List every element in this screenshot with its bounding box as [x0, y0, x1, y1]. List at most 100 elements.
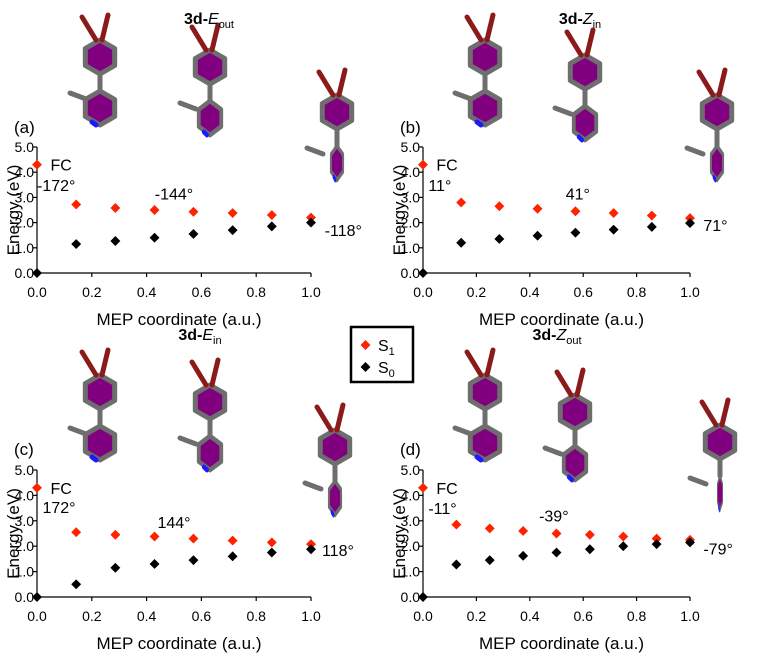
bromine-bond [79, 349, 99, 378]
panel-label: (d) [400, 440, 421, 459]
x-tick-label: 0.6 [573, 284, 593, 300]
y-tick-label: 0.0 [15, 589, 35, 605]
title-prefix: 3d- [532, 327, 556, 344]
nitrogen-atom [576, 134, 584, 143]
x-tick-label: 0.8 [627, 284, 647, 300]
pyridine-ring-body [561, 443, 589, 483]
y-tick-label: 1.0 [401, 240, 421, 256]
molecule-model-2 [177, 357, 228, 473]
x-axis-label: MEP coordinate (a.u.) [479, 634, 644, 653]
phenyl-ring [317, 427, 353, 467]
x-axis-label: MEP coordinate (a.u.) [479, 310, 644, 329]
bromine-bond [464, 14, 484, 43]
x-tick-label: 0.0 [413, 608, 433, 624]
data-point-s1 [188, 533, 199, 544]
bromine-bond [484, 347, 496, 378]
title-main: Z [582, 11, 594, 28]
chart-title: 3d-Zin [559, 11, 601, 31]
data-point-s1 [266, 537, 277, 548]
data-point-s0 [456, 237, 467, 248]
data-point-s0 [266, 547, 277, 558]
pyridine-ring [709, 143, 725, 183]
methyl-bond [452, 90, 474, 102]
y-tick-label: 2.0 [15, 538, 35, 554]
y-tick-label: 4.0 [401, 487, 421, 503]
x-tick-label: 1.0 [680, 284, 700, 300]
title-subscript: out [566, 335, 581, 347]
nitrogen-atom [474, 119, 484, 128]
y-tick-label: 5.0 [15, 462, 35, 478]
data-point-s0 [584, 544, 595, 555]
data-point-s1 [518, 526, 529, 536]
methyl-bond [67, 425, 89, 437]
chart-panel-2: 3d-Zin (b) 0.0 1.0 2.0 3.0 4.0 5.0 0.0 0.2 0.4 0.6 0… [390, 11, 735, 329]
y-tick-label: 3.0 [15, 513, 35, 529]
data-point-s1 [456, 197, 467, 208]
pyridine-ring-body [327, 478, 343, 518]
phenyl-ring [192, 382, 228, 422]
y-tick-label: 2.0 [401, 538, 421, 554]
data-point-s1 [494, 201, 505, 212]
y-tick-label: 5.0 [15, 139, 35, 155]
nitrogen-atom [566, 474, 574, 483]
nitrogen-atom [330, 509, 335, 518]
pyridine-ring-body [82, 88, 118, 128]
x-tick-label: 0.2 [467, 284, 487, 300]
title-subscript: in [213, 335, 222, 347]
nitrogen-atom [712, 174, 717, 183]
methyl-bond [177, 435, 199, 447]
x-tick-label: 0.2 [82, 284, 102, 300]
x-tick-label: 1.0 [680, 608, 700, 624]
methyl-bond [177, 100, 199, 112]
data-point-s0 [149, 559, 160, 569]
annotation-label: -144° [155, 187, 193, 204]
data-point-s0 [618, 541, 629, 552]
data-point-s1 [685, 213, 695, 224]
pyridine-ring-body [571, 103, 599, 143]
methyl-bond [687, 475, 709, 487]
data-point-s0 [149, 232, 160, 243]
data-point-s0 [570, 227, 581, 238]
data-point-s1 [306, 212, 316, 223]
y-axis-label: Energy (eV) [390, 165, 409, 256]
data-point-s1 [651, 533, 662, 544]
bromine-bond [79, 14, 99, 43]
data-point-s0 [451, 559, 462, 570]
pyridine-ring-body [709, 143, 725, 183]
data-point-s0 [646, 221, 657, 232]
y-tick-label: 2.0 [401, 215, 421, 231]
title-main: E [208, 11, 219, 28]
data-point-s1 [149, 205, 160, 215]
pyridine-ring-body [716, 473, 724, 513]
phenyl-ring [82, 37, 118, 77]
bromine-bond [716, 67, 728, 98]
x-tick-label: 0.6 [192, 608, 212, 624]
data-point-s1 [110, 203, 121, 213]
x-tick-label: 1.0 [301, 608, 321, 624]
data-point-s0 [651, 539, 662, 550]
y-tick-label: 0.0 [15, 265, 35, 281]
data-point-s0 [685, 218, 695, 229]
molecule-model-2 [552, 27, 603, 143]
nitrogen-atom [89, 454, 99, 463]
bromine-bond [189, 24, 209, 53]
data-point-s0 [32, 592, 42, 602]
panel-label: (a) [14, 118, 35, 137]
bromine-bond [484, 12, 496, 43]
x-tick-label: 0.6 [192, 284, 212, 300]
molecule-model-3 [687, 397, 738, 513]
pyridine-ring [196, 98, 224, 138]
y-tick-label: 1.0 [15, 240, 35, 256]
molecule-model-1 [452, 12, 503, 128]
data-point-s0 [685, 537, 695, 548]
y-axis-label: Energy (eV) [4, 165, 23, 256]
data-point-s0 [188, 228, 199, 239]
data-point-s0 [551, 547, 562, 558]
pyridine-ring-body [467, 88, 503, 128]
phenyl-ring [192, 47, 228, 87]
molecule-model-1 [67, 347, 118, 463]
pyridine-ring [571, 103, 599, 143]
data-point-s1 [71, 527, 82, 538]
bromine-bond [99, 12, 111, 43]
x-tick-label: 0.8 [246, 284, 266, 300]
